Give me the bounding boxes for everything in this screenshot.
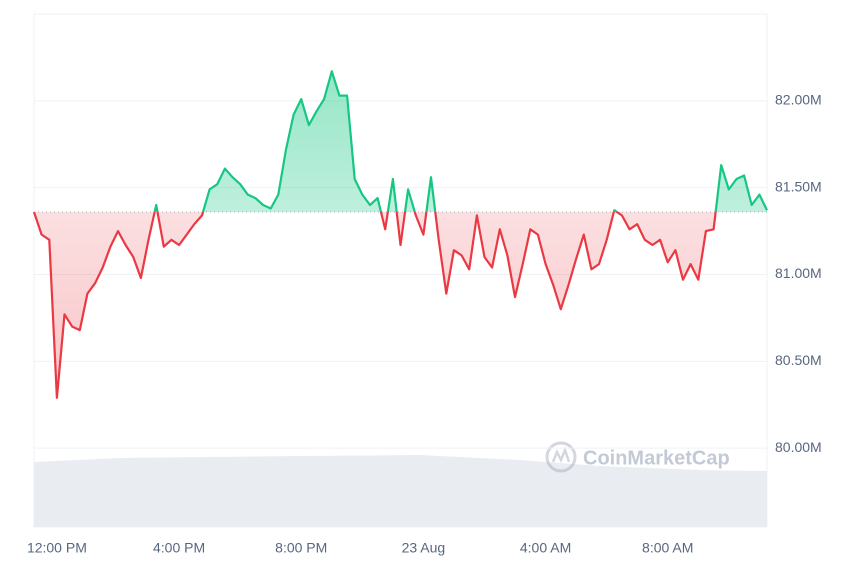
- y-tick-label: 80.50M: [775, 352, 822, 368]
- x-tick-label: 4:00 PM: [153, 540, 205, 556]
- price-line: [34, 70, 768, 212]
- y-tick-label: 81.50M: [775, 178, 822, 194]
- volume-area: [34, 455, 767, 527]
- area-fill: [34, 211, 767, 398]
- watermark: CoinMarketCap: [583, 447, 730, 469]
- x-tick-label: 23 Aug: [402, 540, 446, 556]
- x-tick-label: 4:00 AM: [520, 540, 571, 556]
- area-fill: [154, 71, 767, 212]
- watermark-logo: [545, 441, 577, 473]
- x-tick-label: 8:00 AM: [642, 540, 693, 556]
- price-line: [32, 211, 717, 399]
- y-tick-label: 82.00M: [775, 92, 822, 108]
- y-tick-label: 80.00M: [775, 439, 822, 455]
- x-tick-label: 8:00 PM: [275, 540, 327, 556]
- x-tick-label: 12:00 PM: [27, 540, 87, 556]
- y-tick-label: 81.00M: [775, 265, 822, 281]
